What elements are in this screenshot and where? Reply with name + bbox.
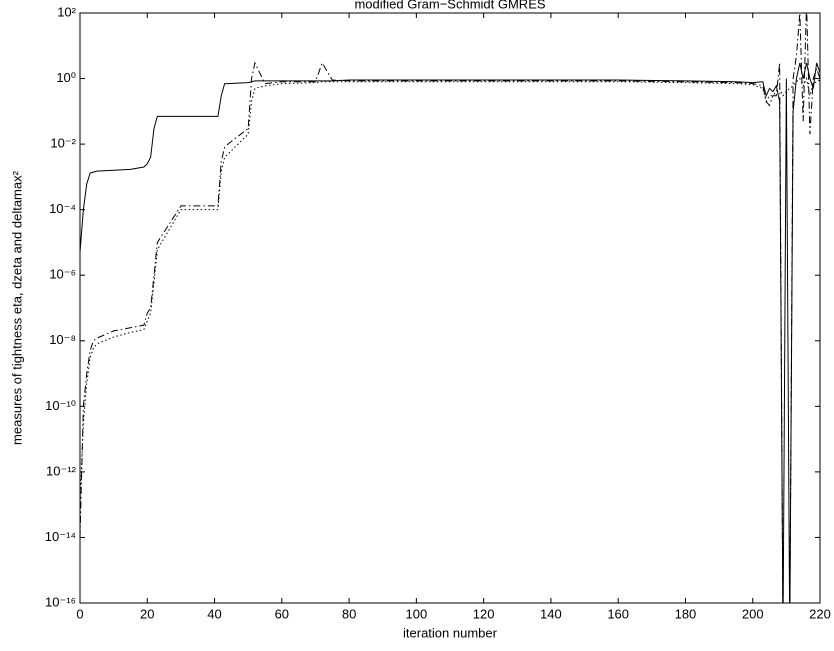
x-tick-label: 180 xyxy=(675,606,697,621)
x-tick-label: 140 xyxy=(540,606,562,621)
y-tick-label: 10⁻¹⁰ xyxy=(45,398,76,413)
x-tick-label: 20 xyxy=(140,606,154,621)
x-tick-label: 100 xyxy=(406,606,428,621)
plot-frame xyxy=(79,12,821,604)
x-axis-label: iteration number xyxy=(403,625,498,640)
x-tick-label: 0 xyxy=(76,606,83,621)
x-tick-label: 80 xyxy=(342,606,356,621)
x-tick-label: 220 xyxy=(809,606,831,621)
x-tick-label: 40 xyxy=(207,606,221,621)
series-line xyxy=(80,13,820,603)
y-tick-label: 10⁻⁸ xyxy=(49,332,76,347)
y-tick-label: 10² xyxy=(57,4,76,19)
x-tick-label: 160 xyxy=(607,606,629,621)
x-tick-label: 60 xyxy=(275,606,289,621)
y-tick-label: 10⁻¹⁴ xyxy=(45,529,76,544)
y-tick-label: 10⁰ xyxy=(56,70,76,85)
x-tick-label: 200 xyxy=(742,606,764,621)
y-tick-label: 10⁻⁶ xyxy=(49,267,76,282)
y-tick-label: 10⁻⁴ xyxy=(49,201,76,216)
x-tick-label: 120 xyxy=(473,606,495,621)
y-tick-label: 10⁻² xyxy=(50,136,76,151)
y-tick-label: 10⁻¹² xyxy=(46,463,77,478)
y-tick-label: 10⁻¹⁶ xyxy=(45,594,76,609)
series-line xyxy=(80,62,820,603)
y-axis-label: measures of tightness eta, dzeta and del… xyxy=(9,170,24,445)
chart-title: modified Gram−Schmidt GMRES xyxy=(354,0,545,11)
